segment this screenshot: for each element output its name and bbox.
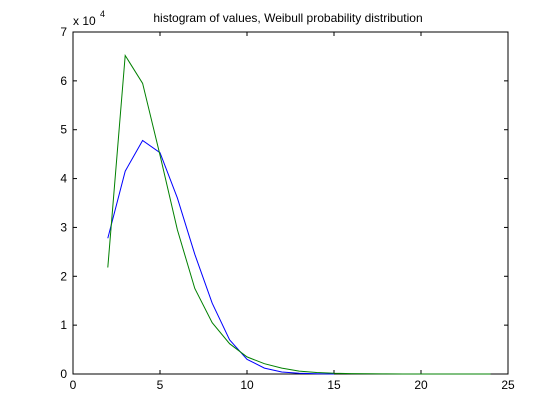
series-line-0 <box>107 139 335 375</box>
y-tick-label: 1 <box>60 318 67 332</box>
y-multiplier-base: x 10 <box>73 14 96 28</box>
plot-area: 0 5 10 15 20 25 0 1 2 3 4 5 6 7 <box>60 25 515 392</box>
y-multiplier-exponent: 4 <box>100 9 105 19</box>
axes-box <box>72 31 509 375</box>
chart-title: histogram of values, Weibull probability… <box>153 11 422 25</box>
y-tick-label: 5 <box>60 123 67 137</box>
x-tick-label: 20 <box>414 378 428 392</box>
series-line-1 <box>107 53 491 375</box>
x-tick-label: 0 <box>70 378 77 392</box>
x-tick-label: 15 <box>327 378 341 392</box>
x-tick-label: 5 <box>157 378 164 392</box>
y-tick-label: 2 <box>60 269 67 283</box>
x-tick-label: 10 <box>240 378 254 392</box>
y-tick-label: 4 <box>60 172 67 186</box>
y-tick-label: 3 <box>60 220 67 234</box>
y-tick-label: 0 <box>60 367 67 381</box>
y-tick-label: 6 <box>60 74 67 88</box>
y-tick-label: 7 <box>60 25 67 39</box>
x-tick-label: 25 <box>501 378 515 392</box>
